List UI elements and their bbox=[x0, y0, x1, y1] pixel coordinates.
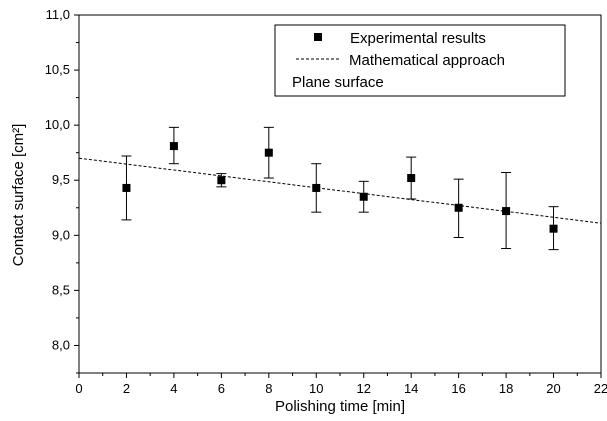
legend-label-experimental: Experimental results bbox=[350, 30, 486, 47]
x-tick-label: 12 bbox=[356, 381, 370, 396]
mathematical-approach-line bbox=[78, 157, 602, 224]
x-tick-label: 22 bbox=[594, 381, 607, 396]
x-tick-label: 20 bbox=[546, 381, 560, 396]
legend: Experimental results Mathematical approa… bbox=[274, 24, 566, 97]
fit-line-layer bbox=[78, 157, 602, 224]
x-tick-label: 2 bbox=[123, 381, 130, 396]
x-tick-label: 14 bbox=[404, 381, 418, 396]
x-axis-title: Polishing time [min] bbox=[275, 398, 405, 415]
data-point bbox=[122, 183, 131, 192]
data-point bbox=[217, 176, 226, 185]
legend-box bbox=[274, 24, 566, 97]
data-point bbox=[502, 207, 511, 216]
y-tick-label: 9,0 bbox=[52, 227, 70, 242]
y-axis-title: Contact surface [cm²] bbox=[10, 124, 27, 267]
x-tick-label: 18 bbox=[499, 381, 513, 396]
data-point bbox=[454, 203, 463, 212]
y-tick-label: 11,0 bbox=[46, 7, 70, 22]
data-point bbox=[312, 183, 321, 192]
x-tick-label: 4 bbox=[170, 381, 177, 396]
x-tick-label: 16 bbox=[451, 381, 465, 396]
legend-label-plane-surface: Plane surface bbox=[292, 74, 384, 91]
data-point bbox=[359, 192, 368, 201]
y-tick-label: 8,0 bbox=[52, 337, 70, 352]
data-point bbox=[169, 142, 178, 151]
data-points bbox=[122, 142, 558, 233]
x-tick-label: 10 bbox=[309, 381, 323, 396]
x-tick-label: 0 bbox=[75, 381, 82, 396]
x-tick-label: 6 bbox=[218, 381, 225, 396]
legend-marker-experimental bbox=[314, 33, 322, 41]
data-point bbox=[407, 174, 416, 183]
ticks: 0 2 4 6 8 10 12 14 16 18 20 22 8,0 8,5 9,0 9,5 10,0 10,5 1… bbox=[45, 7, 607, 396]
legend-label-mathematical: Mathematical approach bbox=[349, 52, 505, 69]
y-tick-label: 10,5 bbox=[45, 62, 70, 77]
y-tick-label: 8,5 bbox=[52, 282, 70, 297]
data-point bbox=[264, 148, 273, 157]
x-tick-label: 8 bbox=[265, 381, 272, 396]
data-point bbox=[549, 224, 558, 233]
y-tick-label: 10,0 bbox=[45, 117, 70, 132]
y-tick-label: 9,5 bbox=[52, 172, 70, 187]
error-bars bbox=[121, 126, 559, 251]
